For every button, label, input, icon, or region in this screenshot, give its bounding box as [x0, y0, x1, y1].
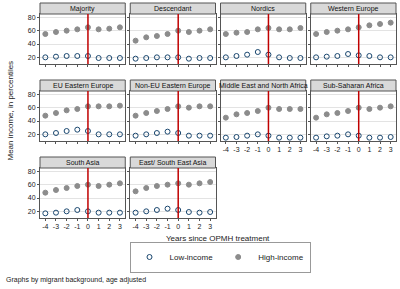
svg-text:-4: -4	[42, 223, 48, 230]
svg-text:Low-income: Low-income	[170, 253, 214, 262]
svg-text:2: 2	[198, 223, 202, 230]
svg-text:Descendant: Descendant	[154, 5, 191, 12]
svg-text:20: 20	[28, 208, 36, 215]
svg-text:2: 2	[378, 146, 382, 153]
svg-text:Non-EU Eastern Europe: Non-EU Eastern Europe	[135, 82, 211, 90]
svg-text:-1: -1	[345, 146, 351, 153]
svg-text:60: 60	[28, 27, 36, 34]
svg-text:-1: -1	[74, 223, 80, 230]
svg-text:Nordics: Nordics	[251, 5, 275, 12]
svg-text:2: 2	[107, 223, 111, 230]
svg-text:3: 3	[118, 223, 122, 230]
svg-text:Mean income, in percentiles: Mean income, in percentiles	[6, 61, 15, 161]
svg-text:1: 1	[277, 146, 281, 153]
svg-text:2: 2	[288, 146, 292, 153]
svg-text:80: 80	[28, 14, 36, 21]
svg-text:-4: -4	[132, 223, 138, 230]
svg-text:20: 20	[28, 131, 36, 138]
svg-text:-3: -3	[53, 223, 59, 230]
svg-text:High-income: High-income	[258, 253, 303, 262]
svg-text:20: 20	[28, 54, 36, 61]
svg-text:-2: -2	[154, 223, 160, 230]
svg-text:40: 40	[28, 194, 36, 201]
svg-text:3: 3	[389, 146, 393, 153]
svg-text:60: 60	[28, 181, 36, 188]
svg-text:0: 0	[176, 223, 180, 230]
svg-text:South Asia: South Asia	[66, 159, 100, 166]
svg-text:-3: -3	[233, 146, 239, 153]
svg-text:Western Europe: Western Europe	[328, 5, 379, 13]
svg-text:East/ South East Asia: East/ South East Asia	[139, 159, 206, 166]
svg-text:0: 0	[266, 146, 270, 153]
svg-text:40: 40	[28, 40, 36, 47]
svg-text:Graphs by migrant background,: Graphs by migrant background, age adjust…	[6, 276, 146, 284]
svg-text:-2: -2	[244, 146, 250, 153]
svg-text:Sub-Saharan Africa: Sub-Saharan Africa	[323, 82, 384, 89]
svg-text:-3: -3	[143, 223, 149, 230]
svg-text:Majority: Majority	[70, 5, 95, 13]
svg-text:EU Eastern Europe: EU Eastern Europe	[53, 82, 113, 90]
svg-text:1: 1	[187, 223, 191, 230]
svg-text:Middle East and North Africa: Middle East and North Africa	[219, 82, 308, 89]
svg-text:0: 0	[357, 146, 361, 153]
svg-text:-1: -1	[255, 146, 261, 153]
svg-text:80: 80	[28, 168, 36, 175]
svg-text:40: 40	[28, 117, 36, 124]
svg-text:0: 0	[86, 223, 90, 230]
svg-text:-3: -3	[324, 146, 330, 153]
svg-text:-2: -2	[64, 223, 70, 230]
svg-text:Years since OPMH treatment: Years since OPMH treatment	[166, 234, 270, 243]
svg-text:80: 80	[28, 91, 36, 98]
svg-text:-4: -4	[313, 146, 319, 153]
svg-text:60: 60	[28, 104, 36, 111]
svg-text:3: 3	[208, 223, 212, 230]
svg-text:-4: -4	[223, 146, 229, 153]
svg-text:3: 3	[298, 146, 302, 153]
svg-text:1: 1	[97, 223, 101, 230]
svg-text:-1: -1	[164, 223, 170, 230]
svg-text:1: 1	[367, 146, 371, 153]
svg-text:-2: -2	[334, 146, 340, 153]
